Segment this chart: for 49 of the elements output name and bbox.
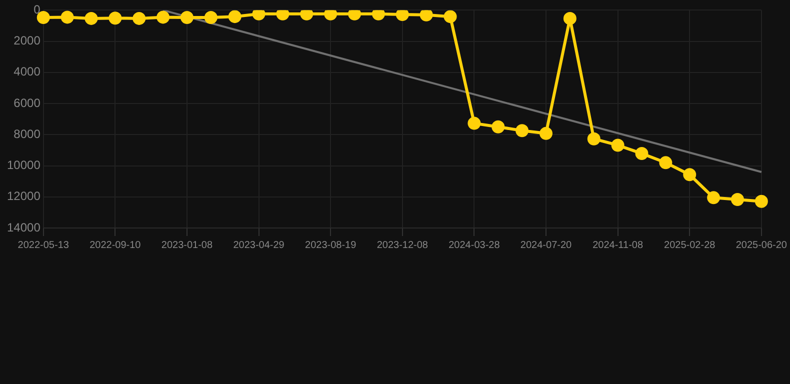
point	[108, 12, 122, 25]
point	[84, 12, 98, 25]
point	[396, 10, 409, 22]
point	[707, 191, 720, 204]
point	[180, 11, 194, 24]
point	[348, 10, 362, 20]
y-tick-label: 10000	[6, 158, 41, 172]
y-tick-label: 4000	[14, 64, 41, 79]
y-tick-label: 12000	[6, 189, 41, 204]
point	[635, 146, 648, 160]
point	[276, 10, 290, 20]
point	[204, 11, 218, 24]
point	[540, 126, 553, 140]
point	[132, 12, 146, 25]
point	[611, 138, 624, 152]
point	[730, 193, 744, 206]
y-tick-label: 0	[34, 2, 41, 17]
point	[156, 10, 170, 24]
point	[420, 10, 433, 22]
point	[492, 120, 505, 134]
point	[516, 124, 529, 138]
x-tick-label: 2025-02-28	[664, 240, 716, 251]
x-tick-label: 2023-04-29	[233, 240, 285, 251]
x-tick-label: 2024-03-28	[448, 240, 500, 251]
y-tick-label: 8000	[14, 126, 41, 141]
point	[587, 132, 600, 146]
point	[228, 10, 242, 24]
x-tick-label: 2022-05-13	[18, 240, 70, 251]
point	[754, 194, 768, 208]
point	[252, 10, 266, 20]
y-tick-label: 6000	[14, 96, 41, 110]
point	[468, 116, 481, 130]
x-tick-label: 2023-08-19	[305, 240, 357, 251]
point	[60, 10, 74, 24]
point	[683, 168, 696, 182]
x-tick-label: 2024-07-20	[520, 240, 572, 251]
x-tick-label: 2025-06-20	[736, 240, 788, 251]
point	[300, 10, 314, 20]
point	[444, 10, 457, 24]
y-tick-label: 14000	[6, 220, 41, 234]
point	[324, 10, 338, 20]
x-tick-label: 2024-11-08	[592, 240, 644, 251]
y-tick-label: 2000	[14, 34, 41, 48]
point	[563, 12, 576, 25]
point	[372, 10, 385, 20]
x-tick-label: 2023-01-08	[161, 240, 213, 251]
x-tick-label: 2023-12-08	[376, 240, 428, 251]
x-tick-label: 2022-09-10	[90, 240, 142, 251]
point	[659, 156, 672, 170]
